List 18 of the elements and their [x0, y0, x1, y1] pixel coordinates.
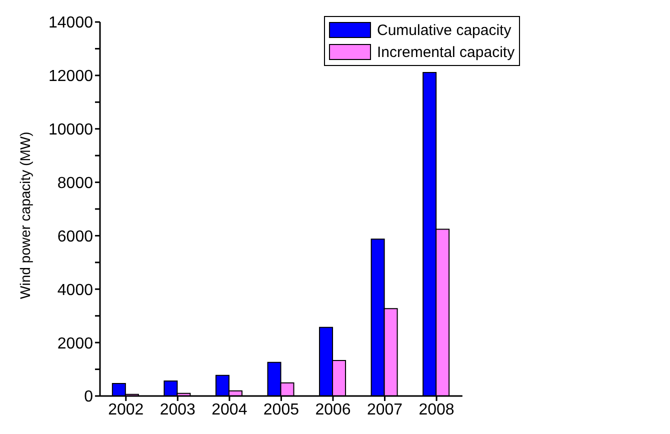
x-tick-label: 2004 [212, 401, 248, 418]
legend-label: Cumulative capacity [377, 22, 512, 38]
x-tick-label: 2006 [315, 401, 351, 418]
x-tick-label: 2002 [108, 401, 144, 418]
y-tick-label: 14000 [48, 14, 94, 32]
legend-label: Incremental capacity [377, 44, 515, 60]
y-tick-label: 10000 [48, 122, 94, 139]
y-tick-label: 12000 [48, 68, 94, 86]
x-tick-label: 2008 [418, 401, 454, 418]
y-tick-label: 0 [84, 388, 94, 406]
y-tick-label: 6000 [57, 228, 94, 246]
y-tick-label: 4000 [57, 282, 94, 299]
x-tick-label: 2007 [366, 401, 403, 418]
y-tick-label: 2000 [57, 335, 94, 352]
x-tick-label: 2005 [263, 401, 300, 418]
y-axis-title: Wind power capacity (MW) [16, 132, 33, 299]
x-tick-label: 2003 [160, 401, 196, 418]
y-tick-label: 8000 [57, 174, 94, 192]
